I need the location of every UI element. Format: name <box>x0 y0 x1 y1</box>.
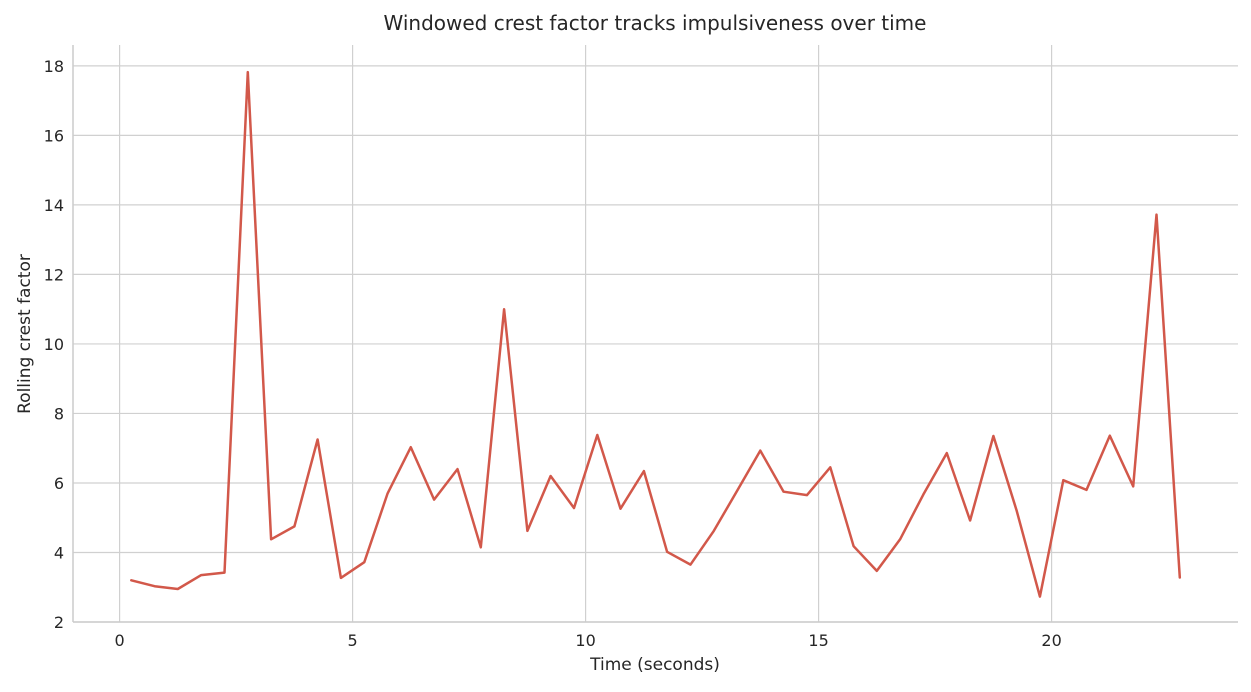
y-tick-label: 2 <box>54 613 64 632</box>
y-tick-label: 16 <box>44 126 64 145</box>
axes <box>72 45 1238 623</box>
x-tick-labels: 0 5 10 15 20 <box>115 631 1062 650</box>
y-tick-label: 18 <box>44 57 64 76</box>
y-tick-label: 6 <box>54 474 64 493</box>
series-line <box>130 70 1182 598</box>
x-tick-label: 5 <box>348 631 358 650</box>
y-axis-label: Rolling crest factor <box>15 254 35 414</box>
grid <box>73 45 1238 623</box>
x-tick-label: 15 <box>808 631 828 650</box>
series-group <box>130 70 1182 598</box>
y-tick-label: 10 <box>44 335 64 354</box>
y-tick-label: 12 <box>44 265 64 284</box>
chart-title: Windowed crest factor tracks impulsivene… <box>384 11 927 35</box>
y-tick-label: 8 <box>54 404 64 423</box>
y-tick-labels: 2 4 6 8 10 12 14 16 18 <box>44 57 64 632</box>
y-tick-label: 4 <box>54 543 64 562</box>
x-tick-label: 20 <box>1041 631 1061 650</box>
y-tick-label: 14 <box>44 196 64 215</box>
x-tick-label: 10 <box>575 631 595 650</box>
x-tick-label: 0 <box>115 631 125 650</box>
x-axis-label: Time (seconds) <box>589 655 720 675</box>
